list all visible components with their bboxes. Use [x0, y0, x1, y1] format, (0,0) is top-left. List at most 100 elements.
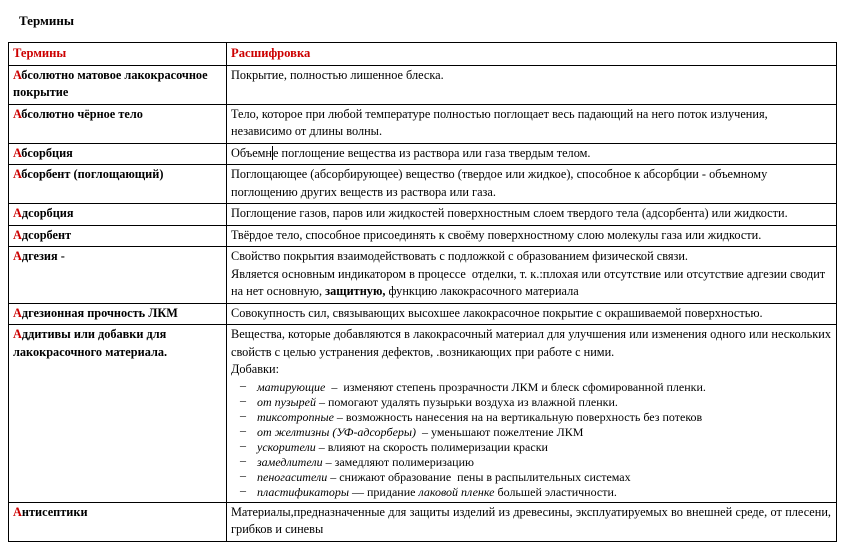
additive-description: снижают образование пены в распылительны…: [339, 469, 631, 484]
table-row: Адгезионная прочность ЛКМ Совокупность с…: [8, 302, 837, 325]
dash-bullet-icon: –: [240, 392, 246, 407]
table-row: Абсорбент (поглощающий) Поглощающее (абс…: [8, 164, 837, 204]
definition-text: Твёрдое тело, способное присоединять к с…: [231, 227, 762, 242]
term-initial: А: [13, 249, 22, 263]
list-item-text: от пузырей – помогают удалять пузырьки в…: [257, 395, 831, 410]
definition-text: Покрытие, полностью лишенное блеска.: [231, 67, 444, 82]
term-cell: Абсолютно матовое лакокрасочное покрытие: [8, 64, 227, 105]
term-initial: А: [13, 305, 22, 320]
additive-description-tail: большей эластичности.: [494, 484, 617, 499]
separator-dash: –: [416, 424, 432, 439]
table-row: Адсорбент Твёрдое тело, способное присое…: [8, 224, 837, 247]
additive-description: помогают удалять пузырьки воздуха из вла…: [327, 394, 618, 409]
list-item: – тиксотропные – возможность нанесения на…: [231, 407, 831, 425]
definition-text: Тело, которое при любой температуре полн…: [231, 106, 771, 139]
term-cell: Антисептики: [8, 501, 227, 542]
term-initial: А: [13, 206, 22, 220]
list-item: – пластификаторы — придание лаковой пленк…: [231, 483, 831, 500]
additive-name: от желтизны (УФ-адсорберы): [257, 424, 417, 439]
additive-description-italic: лаковой пленке: [418, 484, 495, 499]
term-initial: А: [13, 327, 22, 341]
dash-bullet-icon: –: [240, 452, 246, 467]
list-item: – от пузырей – помогают удалять пузырьки …: [231, 392, 831, 410]
definition-text: Совокупность сил, связывающих высохшее л…: [231, 305, 763, 320]
additive-description: изменяют степень прозрачности ЛКМ и блес…: [343, 379, 706, 394]
definition-intro: Вещества, которые добавляются в лакокрас…: [231, 327, 835, 359]
list-item-text: пластификаторы — придание лаковой пленке…: [257, 485, 831, 500]
term-text: дгезионная прочность ЛКМ: [21, 305, 178, 320]
additive-description: возможность нанесения на на вертикальную…: [345, 409, 703, 424]
additive-name: пеногасители: [257, 469, 328, 484]
dash-bullet-icon: –: [240, 407, 246, 422]
definition-cell: Совокупность сил, связывающих высохшее л…: [226, 302, 837, 325]
definition-bold-word: защитную,: [325, 284, 386, 298]
dash-bullet-icon: –: [240, 437, 246, 452]
additives-list: – матирующие – изменяют степень прозрачно…: [231, 377, 831, 500]
term-text: ддитивы или добавки для лакокрасочного м…: [13, 327, 168, 359]
list-item-text: тиксотропные – возможность нанесения на …: [257, 410, 831, 425]
additive-name: пластификаторы: [257, 484, 349, 499]
additive-name: замедлители: [257, 454, 323, 469]
separator-dash: –: [333, 409, 346, 424]
text-cursor[interactable]: [272, 145, 274, 160]
term-text: дсорбция: [21, 206, 74, 220]
dash-bullet-icon: –: [240, 377, 246, 392]
term-cell: Абсолютно чёрное тело: [8, 103, 227, 144]
list-item-text: ускорители – влияют на скорость полимери…: [257, 440, 831, 455]
definition-cell: Поглощение газов, паров или жидкостей по…: [226, 203, 837, 226]
additive-description: замедляют полимеризацию: [334, 454, 474, 469]
separator-dash: –: [327, 469, 340, 484]
definition-text: Объемне поглощение вещества из раствора …: [231, 145, 831, 163]
document-title: Термины: [19, 13, 74, 28]
term-cell: Адсорбент: [8, 224, 227, 247]
list-item-text: пеногасители – снижают образование пены …: [257, 470, 831, 485]
definition-text: Поглощение газов, паров или жидкостей по…: [231, 206, 788, 220]
dash-bullet-icon: –: [240, 467, 246, 482]
table-row: Адсорбция Поглощение газов, паров или жи…: [8, 203, 837, 226]
definition-line-1: Свойство покрытия взаимодействовать с по…: [231, 249, 689, 263]
dash-bullet-icon: –: [240, 422, 246, 437]
term-cell: Адсорбция: [8, 203, 227, 226]
term-cell: Аддитивы или добавки для лакокрасочного …: [8, 324, 227, 503]
term-text: бсолютно чёрное тело: [21, 106, 143, 121]
term-cell: Абсорбция: [8, 142, 227, 165]
additive-description: уменьшают пожелтение ЛКМ: [431, 424, 584, 439]
table-row: Антисептики Материалы,предназначенные дл…: [8, 501, 837, 542]
term-initial: А: [13, 167, 22, 181]
term-initial: А: [13, 106, 22, 121]
separator-dash: –: [315, 394, 328, 409]
term-cell: Адгезионная прочность ЛКМ: [8, 302, 227, 325]
definition-cell: Материалы,предназначенные для защиты изд…: [226, 501, 837, 542]
definition-cell: Тело, которое при любой температуре полн…: [226, 103, 837, 144]
additive-name: ускорители: [257, 439, 316, 454]
list-item-text: матирующие – изменяют степень прозрачнос…: [257, 380, 831, 395]
definition-cell: Вещества, которые добавляются в лакокрас…: [226, 324, 837, 503]
list-item: – замедлители – замедляют полимеризацию: [231, 452, 831, 470]
table-row: Абсорбция Объемне поглощение вещества из…: [8, 142, 837, 165]
definition-cell: Свойство покрытия взаимодействовать с по…: [226, 246, 837, 304]
term-text: бсорбция: [21, 145, 73, 160]
separator-dash: —: [349, 484, 367, 499]
terms-table: Термины Расшифровка Абсолютно матовое ла…: [8, 42, 837, 542]
term-text: дсорбент: [21, 227, 72, 242]
additive-name: тиксотропные: [257, 409, 334, 424]
definition-cell: Твёрдое тело, способное присоединять к с…: [226, 224, 837, 247]
definition-cell: Поглощающее (абсорбирующее) вещество (тв…: [226, 164, 837, 204]
term-text: бсолютно матовое лакокрасочное покрытие: [13, 67, 208, 100]
term-text: бсорбент (поглощающий): [21, 167, 164, 181]
header-cell-definition: Расшифровка: [226, 42, 837, 66]
term-initial: А: [13, 145, 22, 160]
header-cell-term: Термины: [8, 42, 227, 66]
additive-name: матирующие: [257, 379, 326, 394]
term-cell: Адгезия -: [8, 246, 227, 304]
additive-description: придание: [367, 484, 419, 499]
definition-text-after-cursor: е поглощение вещества из раствора или га…: [273, 145, 591, 160]
term-initial: А: [13, 227, 22, 242]
separator-dash: –: [322, 454, 335, 469]
term-initial: А: [13, 67, 22, 82]
separator-dash: –: [325, 379, 344, 394]
table-header-row: Термины Расшифровка: [8, 42, 837, 66]
additive-description: влияют на скорость полимеризации краски: [327, 439, 548, 454]
list-item: – пеногасители – снижают образование пены…: [231, 467, 831, 485]
term-initial: А: [13, 504, 22, 519]
